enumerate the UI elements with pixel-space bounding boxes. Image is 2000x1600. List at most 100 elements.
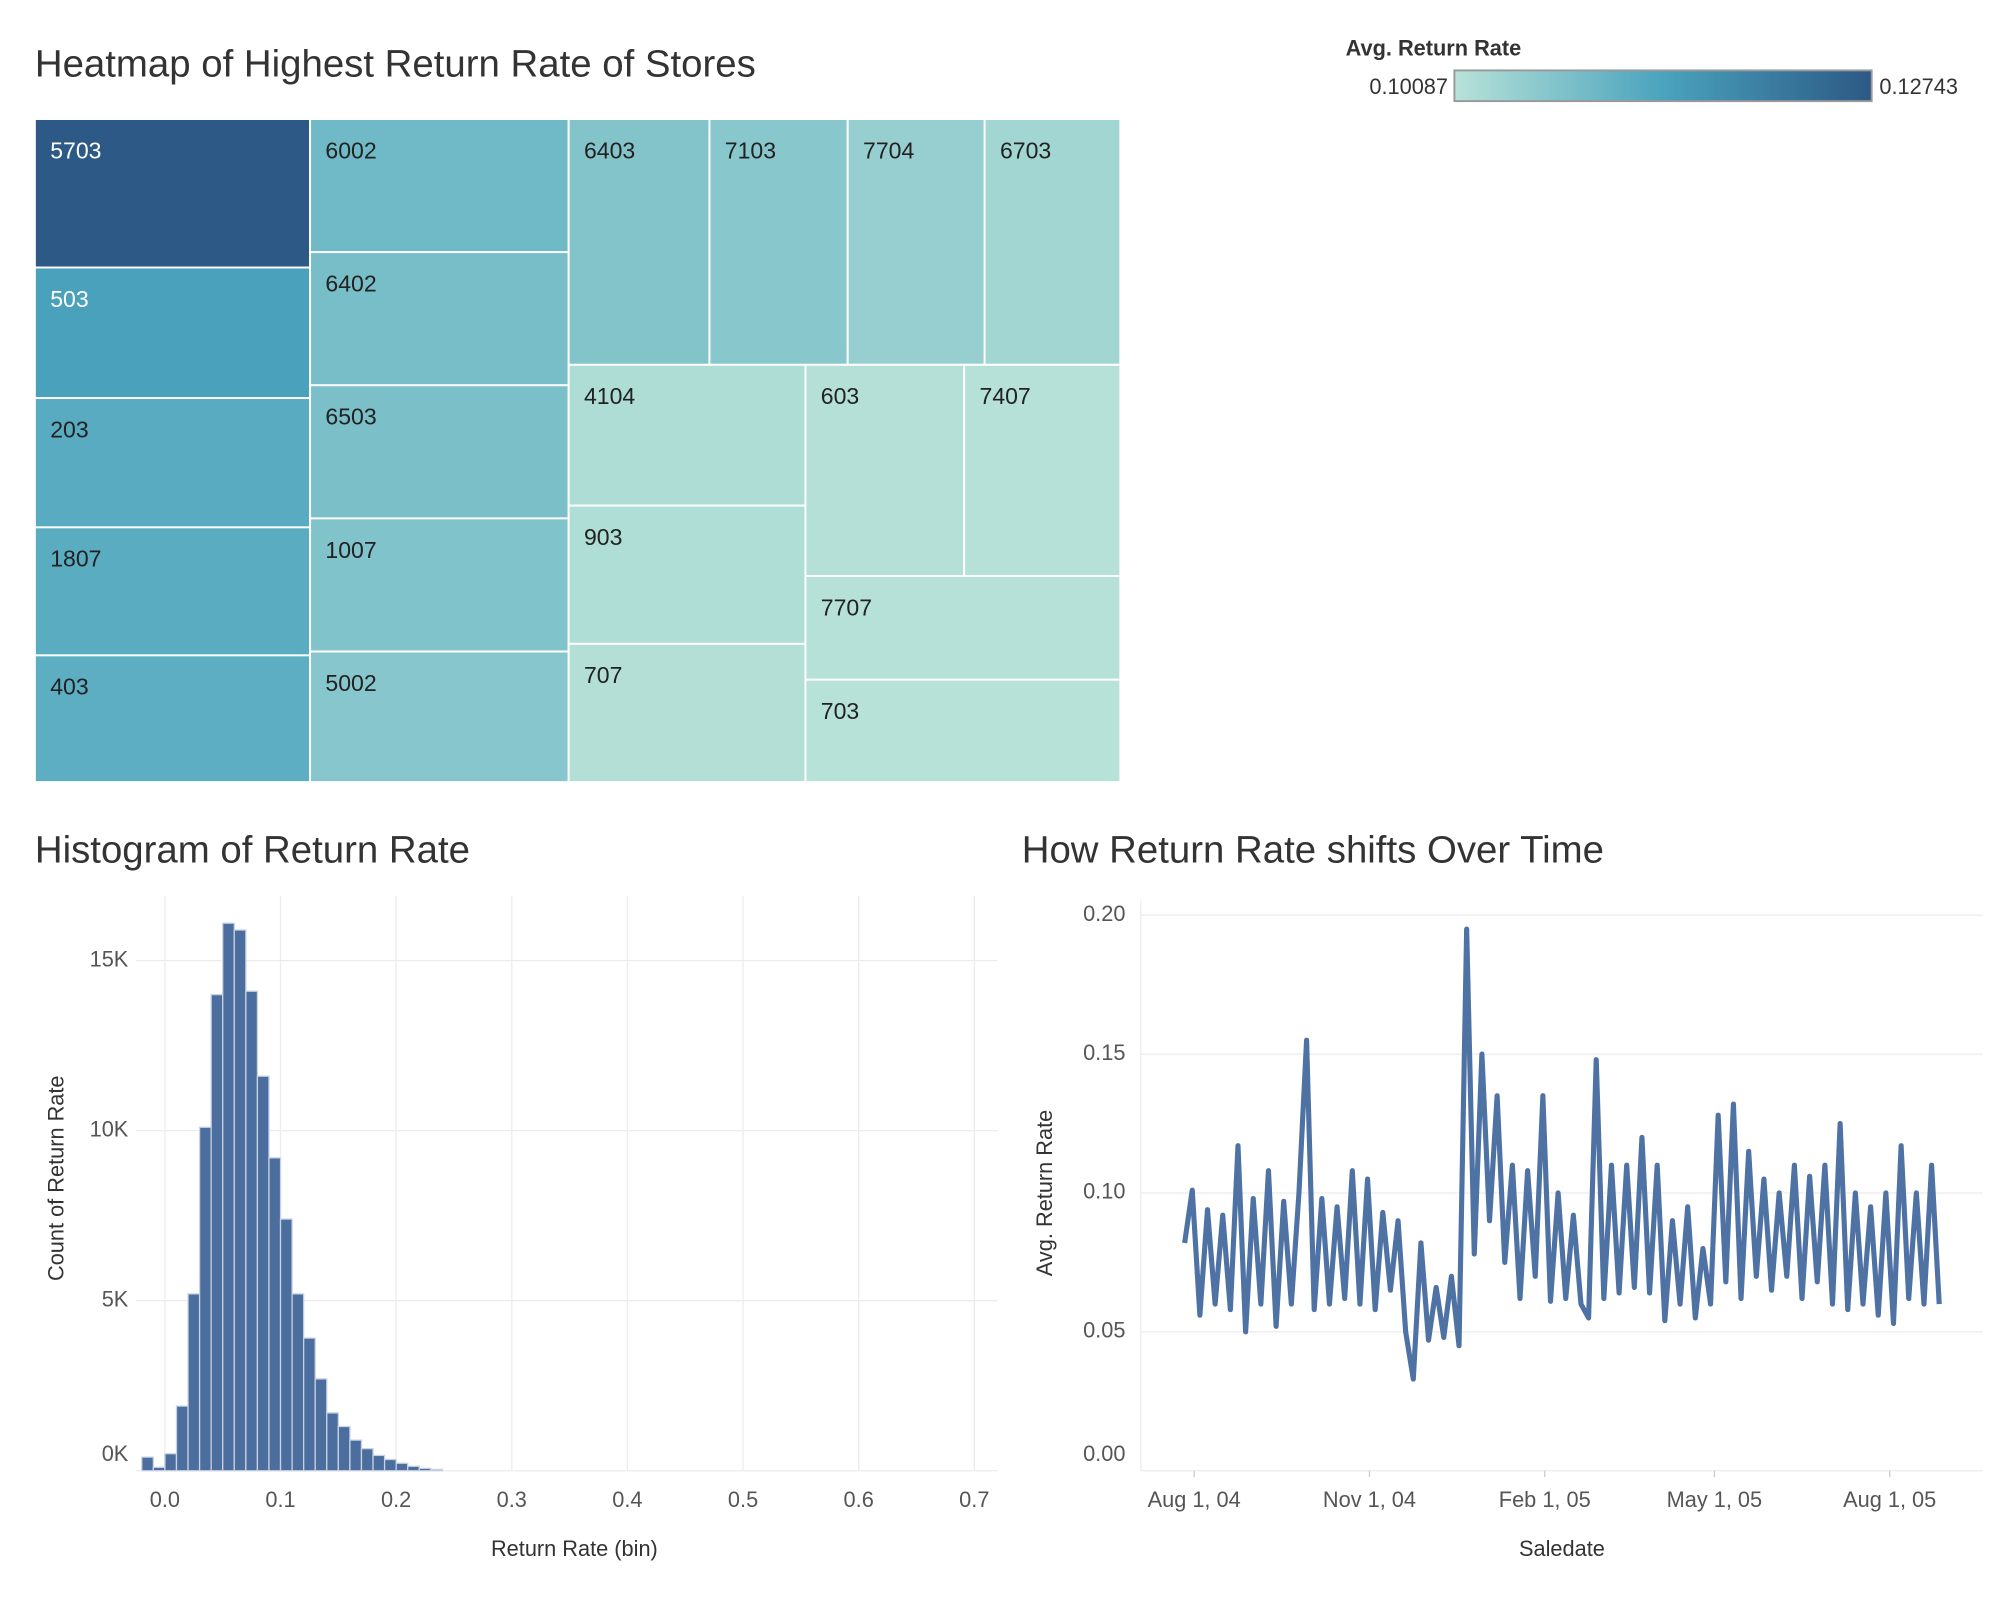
chart-title: How Return Rate shifts Over Time bbox=[1022, 829, 1604, 872]
legend-min: 0.10087 bbox=[1369, 74, 1448, 99]
bar bbox=[418, 1467, 432, 1472]
x-axis-title: Saledate bbox=[1519, 1536, 1605, 1561]
y-tick-label: 0.00 bbox=[1083, 1441, 1125, 1466]
bar bbox=[326, 1412, 339, 1472]
y-tick-label: 15K bbox=[90, 946, 129, 971]
treemap-cell bbox=[309, 118, 570, 254]
bar bbox=[256, 1075, 270, 1472]
line bbox=[1182, 926, 1942, 1382]
bar bbox=[314, 1378, 328, 1472]
cell-label: 4104 bbox=[584, 383, 635, 409]
x-tick-label: 0.7 bbox=[959, 1487, 989, 1512]
cell-label: 6503 bbox=[325, 404, 376, 430]
y-tick-label: 10K bbox=[90, 1116, 129, 1141]
cell-label: 5002 bbox=[325, 670, 376, 696]
x-tick-label: 0.3 bbox=[497, 1487, 527, 1512]
bar bbox=[141, 1456, 154, 1472]
cell-label: 1807 bbox=[50, 546, 101, 572]
bar bbox=[407, 1465, 420, 1472]
y-tick-label: 0K bbox=[102, 1441, 129, 1466]
cell-label: 6403 bbox=[584, 137, 635, 163]
cell-label: 1007 bbox=[325, 537, 376, 563]
treemap-cell bbox=[708, 118, 849, 366]
y-tick-label: 5K bbox=[102, 1286, 129, 1311]
bar bbox=[152, 1466, 166, 1472]
x-tick-label: May 1, 05 bbox=[1667, 1487, 1763, 1512]
treemap-cell bbox=[33, 654, 312, 784]
x-tick-label: 0.6 bbox=[844, 1487, 874, 1512]
cell-label: 7103 bbox=[725, 137, 776, 163]
bar bbox=[175, 1405, 189, 1472]
y-axis-title: Avg. Return Rate bbox=[1032, 1110, 1057, 1276]
treemap-cell bbox=[567, 363, 807, 507]
cell-label: 603 bbox=[821, 383, 859, 409]
bar bbox=[395, 1462, 409, 1472]
y-tick-label: 0.05 bbox=[1083, 1318, 1125, 1343]
cell-label: 7704 bbox=[863, 137, 914, 163]
cell-label: 5703 bbox=[50, 137, 101, 163]
treemap-cell bbox=[33, 397, 312, 529]
x-tick-label: 0.5 bbox=[728, 1487, 758, 1512]
bar bbox=[198, 1126, 212, 1472]
x-tick-label: Feb 1, 05 bbox=[1499, 1487, 1591, 1512]
bar bbox=[164, 1453, 178, 1472]
cell-label: 6402 bbox=[325, 271, 376, 297]
treemap-cell bbox=[33, 266, 312, 400]
treemap-cell bbox=[567, 642, 807, 784]
cell-label: 503 bbox=[50, 286, 88, 312]
cell-label: 7407 bbox=[980, 383, 1031, 409]
x-tick-label: Aug 1, 05 bbox=[1843, 1487, 1936, 1512]
x-tick-label: 0.2 bbox=[381, 1487, 411, 1512]
treemap-cell bbox=[309, 650, 570, 784]
treemap-cell bbox=[309, 384, 570, 520]
bar bbox=[233, 929, 247, 1472]
bar bbox=[268, 1157, 282, 1472]
treemap-cell bbox=[33, 526, 312, 657]
bar bbox=[383, 1458, 397, 1472]
legend-title: Avg. Return Rate bbox=[1346, 36, 1522, 61]
cell-label: 403 bbox=[50, 674, 88, 700]
cell-label: 6002 bbox=[325, 137, 376, 163]
treemap-cell bbox=[804, 363, 966, 577]
x-tick-label: 0.0 bbox=[150, 1487, 180, 1512]
bar bbox=[430, 1468, 444, 1472]
cell-label: 203 bbox=[50, 416, 88, 442]
cell-label: 6703 bbox=[1000, 137, 1051, 163]
chart-title: Histogram of Return Rate bbox=[35, 829, 470, 872]
x-tick-label: 0.4 bbox=[612, 1487, 642, 1512]
cell-label: 7707 bbox=[821, 594, 872, 620]
bar bbox=[360, 1447, 374, 1472]
legend-max: 0.12743 bbox=[1879, 74, 1958, 99]
x-tick-label: Nov 1, 04 bbox=[1323, 1487, 1416, 1512]
y-tick-label: 0.15 bbox=[1083, 1040, 1125, 1065]
bar bbox=[245, 990, 259, 1472]
treemap-cell bbox=[983, 118, 1122, 366]
y-tick-label: 0.20 bbox=[1083, 901, 1125, 926]
bar bbox=[303, 1337, 316, 1472]
x-tick-label: Aug 1, 04 bbox=[1148, 1487, 1241, 1512]
y-axis-title: Count of Return Rate bbox=[44, 1075, 69, 1281]
cell-label: 707 bbox=[584, 662, 622, 688]
treemap-cell bbox=[567, 504, 807, 645]
y-tick-label: 0.10 bbox=[1083, 1179, 1125, 1204]
bar bbox=[291, 1293, 305, 1472]
treemap-cell bbox=[804, 678, 1122, 784]
bar bbox=[372, 1454, 386, 1472]
treemap-cell bbox=[33, 118, 312, 269]
x-axis-title: Return Rate (bin) bbox=[491, 1536, 658, 1561]
bar bbox=[337, 1425, 351, 1472]
treemap-cell bbox=[846, 118, 986, 366]
bar bbox=[210, 993, 224, 1472]
treemap-cell bbox=[804, 575, 1122, 681]
bar bbox=[279, 1218, 293, 1472]
chart-title: Heatmap of Highest Return Rate of Stores bbox=[35, 43, 756, 86]
cell-label: 703 bbox=[821, 698, 859, 724]
cell-label: 903 bbox=[584, 524, 622, 550]
bar bbox=[222, 922, 235, 1472]
x-tick-label: 0.1 bbox=[265, 1487, 295, 1512]
bar bbox=[349, 1439, 363, 1472]
legend-gradient bbox=[1453, 69, 1873, 103]
treemap-cell bbox=[963, 363, 1122, 577]
